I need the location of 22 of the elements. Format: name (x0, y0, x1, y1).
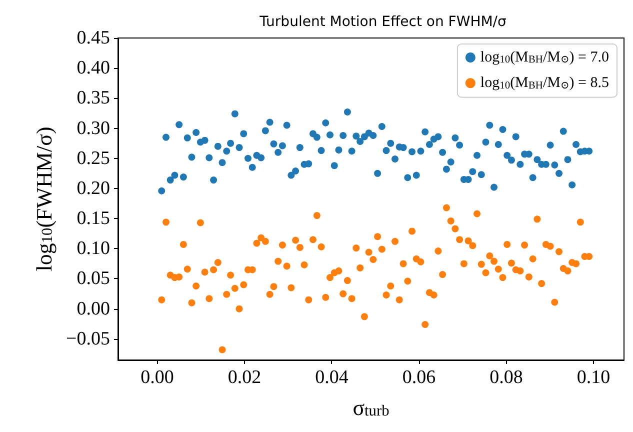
y-tick-label: 0.15 (76, 208, 110, 230)
y-tick-label: 0.25 (76, 148, 110, 169)
legend-label: log10(MBH/M⊙) = 8.5 (480, 75, 610, 92)
y-axis-title: log10(FWHM/σ) (31, 126, 56, 272)
y-tick-label: 0.40 (76, 58, 110, 79)
x-tick-label: 0.02 (228, 367, 262, 388)
x-axis-title: σturb (352, 394, 390, 420)
y-tick-label: 0.10 (76, 238, 110, 260)
y-tick-label: 0.20 (76, 178, 110, 199)
x-tick-label: 0.04 (315, 367, 349, 388)
y-tick-label: 0.45 (76, 28, 110, 48)
x-tick-label: 0.00 (140, 367, 174, 388)
x-tick-label: 0.06 (402, 367, 436, 388)
y-tick-label: 0.30 (76, 118, 110, 139)
y-tick-label: 0.05 (76, 268, 110, 290)
x-tick-label: 0.08 (490, 367, 523, 388)
legend-label: log10(MBH/M⊙) = 7.0 (480, 50, 610, 66)
chart-title: Turbulent Motion Effect on FWHM/σ (258, 14, 507, 30)
y-tick-label: 0.00 (76, 298, 110, 320)
y-tick-label: 0.35 (76, 88, 110, 109)
y-tick-label: −0.05 (66, 328, 110, 350)
x-tick-label: 0.10 (576, 367, 610, 388)
